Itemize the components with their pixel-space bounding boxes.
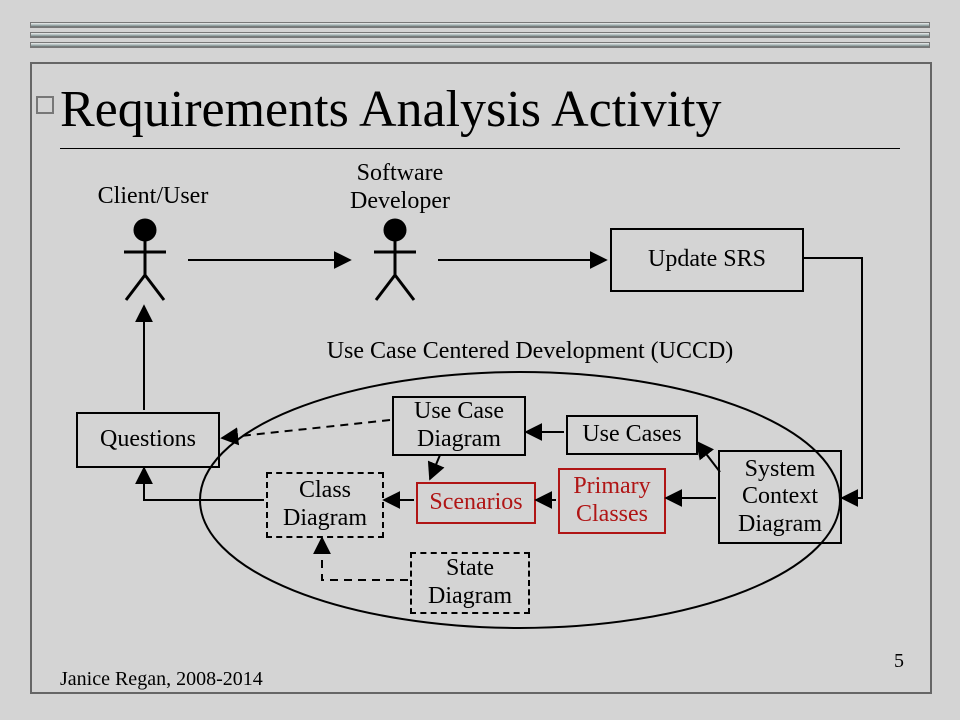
client-user-label: Client/User <box>78 183 228 211</box>
software-developer-label: Software Developer <box>320 160 480 215</box>
class-diagram-box: Class Diagram <box>266 472 384 538</box>
update-srs-label: Update SRS <box>648 246 766 274</box>
questions-box: Questions <box>76 412 220 468</box>
class-diagram-label: Class Diagram <box>283 477 367 532</box>
system-context-diagram-box: System Context Diagram <box>718 450 842 544</box>
use-cases-box: Use Cases <box>566 415 698 455</box>
slide-title: Requirements Analysis Activity <box>60 80 722 139</box>
uccd-label: Use Case Centered Development (UCCD) <box>280 338 780 366</box>
system-context-diagram-label: System Context Diagram <box>738 456 822 539</box>
slide-number: 5 <box>894 650 904 673</box>
primary-classes-label: Primary Classes <box>573 473 650 528</box>
use-cases-label: Use Cases <box>582 421 681 449</box>
state-diagram-box: State Diagram <box>410 552 530 614</box>
title-bullet-icon <box>36 96 54 114</box>
use-case-diagram-box: Use Case Diagram <box>392 396 526 456</box>
use-case-diagram-label: Use Case Diagram <box>414 398 504 453</box>
primary-classes-box: Primary Classes <box>558 468 666 534</box>
title-underline <box>60 148 900 149</box>
footer-author: Janice Regan, 2008-2014 <box>60 668 263 691</box>
scenarios-box: Scenarios <box>416 482 536 524</box>
update-srs-box: Update SRS <box>610 228 804 292</box>
top-bar <box>30 22 930 48</box>
state-diagram-label: State Diagram <box>428 555 512 610</box>
scenarios-label: Scenarios <box>429 489 522 517</box>
questions-label: Questions <box>100 426 196 454</box>
